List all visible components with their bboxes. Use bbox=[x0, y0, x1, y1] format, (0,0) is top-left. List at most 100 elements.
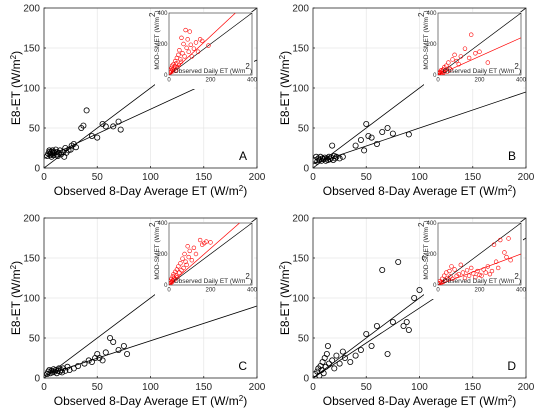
data-point bbox=[352, 142, 359, 149]
x-tick-label: 100 bbox=[411, 382, 428, 393]
data-point bbox=[331, 365, 338, 372]
x-tick-label: 150 bbox=[464, 382, 481, 393]
inset-data-point bbox=[204, 239, 209, 244]
inset-data-point bbox=[442, 273, 447, 278]
data-point bbox=[333, 153, 340, 160]
data-point bbox=[363, 121, 370, 128]
inset-data-point bbox=[447, 268, 452, 274]
x-tick-label: 50 bbox=[92, 382, 104, 393]
data-point bbox=[110, 123, 117, 130]
data-point bbox=[325, 360, 332, 367]
data-point bbox=[416, 286, 423, 293]
inset-data-point bbox=[495, 265, 501, 271]
data-point bbox=[373, 140, 380, 147]
inset-data-point bbox=[454, 58, 459, 64]
y-axis-title: E8-ET (W/m2) bbox=[278, 261, 293, 335]
inset-data-point bbox=[179, 35, 184, 40]
inset-y-tick-label: 0 bbox=[164, 283, 168, 289]
inset-data-point bbox=[206, 43, 211, 48]
x-axis-title: Observed 8-Day Average ET (W/m2) bbox=[323, 184, 516, 199]
data-point bbox=[67, 146, 74, 153]
data-point bbox=[336, 155, 343, 162]
x-axis-title: Observed 8-Day Average ET (W/m2) bbox=[54, 184, 247, 199]
inset-data-point bbox=[481, 267, 486, 272]
inset-data-point bbox=[450, 276, 455, 281]
inset-one-to-one-line bbox=[169, 223, 252, 285]
inset-data-point bbox=[193, 251, 199, 257]
inset-data-point bbox=[462, 46, 468, 51]
inset-x-tick-label: 200 bbox=[205, 288, 216, 294]
data-point bbox=[120, 342, 127, 349]
x-tick-label: 50 bbox=[92, 172, 104, 183]
inset-y-tick-label: 0 bbox=[433, 73, 437, 79]
data-point bbox=[368, 342, 375, 349]
inset-data-point bbox=[189, 258, 195, 263]
panel-letter: A bbox=[239, 149, 247, 163]
y-axis-title: E8-ET (W/m2) bbox=[278, 51, 293, 125]
x-tick-label: 150 bbox=[195, 172, 212, 183]
inset-data-point bbox=[178, 59, 184, 65]
inset-data-point bbox=[458, 262, 464, 268]
inset-data-point bbox=[200, 38, 205, 44]
x-tick-label: 150 bbox=[195, 382, 212, 393]
inset-data-point bbox=[183, 27, 188, 33]
panel-letter: D bbox=[507, 359, 516, 373]
inset-data-point bbox=[469, 265, 474, 271]
inset-data-point bbox=[172, 277, 178, 282]
inset-x-tick-label: 400 bbox=[516, 288, 527, 294]
data-point bbox=[379, 128, 386, 135]
data-point bbox=[329, 357, 336, 364]
inset-data-point bbox=[181, 265, 186, 271]
inset-regression-line bbox=[169, 13, 236, 75]
y-tick-label: 0 bbox=[34, 374, 40, 385]
y-tick-label: 200 bbox=[292, 214, 309, 225]
data-point bbox=[400, 322, 407, 329]
x-tick-label: 200 bbox=[518, 172, 535, 183]
data-point bbox=[115, 118, 122, 125]
inset-data-point bbox=[182, 251, 187, 257]
inset-data-point bbox=[448, 67, 453, 72]
inset-data-point bbox=[466, 273, 472, 278]
panel-letter: B bbox=[508, 149, 516, 163]
x-tick-label: 100 bbox=[142, 382, 159, 393]
data-point bbox=[352, 352, 359, 359]
x-tick-label: 100 bbox=[411, 172, 428, 183]
inset-data-point bbox=[475, 268, 480, 274]
inset-data-point bbox=[489, 268, 495, 274]
data-point bbox=[332, 155, 339, 162]
inset-data-point bbox=[471, 271, 476, 276]
data-point bbox=[405, 131, 412, 138]
data-point bbox=[75, 362, 82, 369]
inset-x-tick-label: 0 bbox=[436, 78, 440, 84]
inset-data-point bbox=[456, 61, 461, 67]
data-point bbox=[365, 132, 372, 139]
data-point bbox=[102, 349, 109, 356]
data-point bbox=[72, 144, 79, 151]
data-point bbox=[368, 134, 375, 141]
inset-data-point bbox=[460, 270, 466, 275]
inset-data-point bbox=[185, 37, 190, 42]
data-point bbox=[88, 132, 95, 139]
x-axis-title: Observed 8-Day Average ET (W/m2) bbox=[323, 394, 516, 409]
inset-data-point bbox=[176, 52, 181, 58]
y-tick-label: 50 bbox=[298, 334, 310, 345]
inset-data-point bbox=[445, 69, 450, 74]
plot-marks bbox=[44, 218, 257, 378]
inset-data-point bbox=[181, 41, 186, 47]
data-point bbox=[339, 153, 346, 160]
y-tick-label: 0 bbox=[303, 374, 309, 385]
inset-data-point bbox=[449, 264, 454, 269]
data-point bbox=[88, 358, 95, 365]
y-tick-label: 100 bbox=[292, 294, 309, 305]
inset-data-point bbox=[188, 42, 193, 47]
inset-marks bbox=[438, 13, 521, 75]
inset-data-point bbox=[186, 254, 191, 260]
inset-data-point bbox=[191, 46, 197, 51]
y-tick-label: 100 bbox=[23, 294, 40, 305]
inset-data-point bbox=[187, 248, 192, 254]
inset-data-point bbox=[444, 63, 449, 68]
data-point bbox=[94, 134, 101, 141]
inset-data-point bbox=[183, 259, 188, 264]
